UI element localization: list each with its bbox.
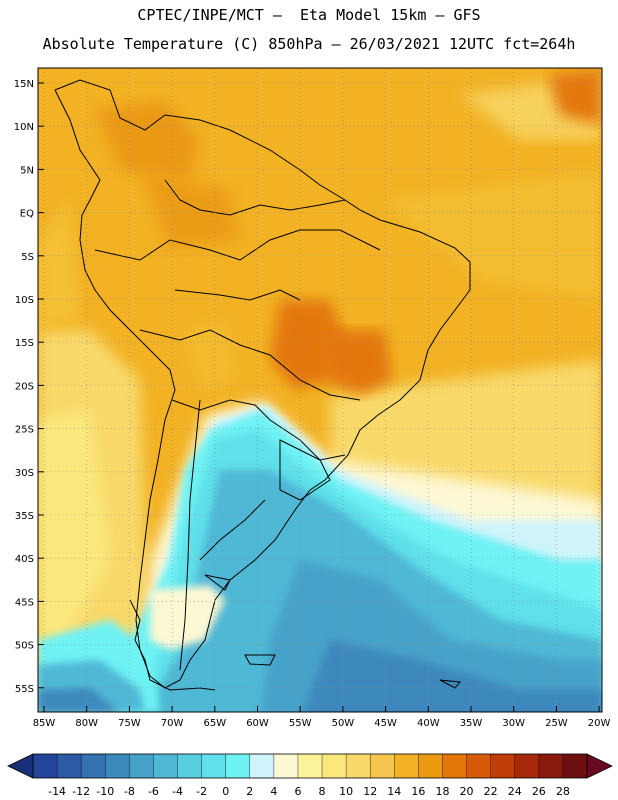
colorbar-swatch [201,754,226,778]
lat-label: 45S [15,597,34,608]
colorbar-label: 4 [270,785,277,798]
colorbar-swatch [562,754,588,778]
colorbar-label: 8 [319,785,326,798]
map-title-line2: Absolute Temperature (C) 850hPa – 26/03/… [42,35,576,53]
colorbar-swatch [129,754,154,778]
colorbar-label: -14 [48,785,66,798]
lon-label: 80W [75,718,98,729]
colorbar-swatch [249,754,275,778]
lon-label: 40W [417,718,440,729]
latitude-labels: 15N 10N 5N EQ 5S 10S 15S 20S 25S 30S 35S 40S 45S 50S 5… [14,79,44,695]
lon-label: 55W [289,718,312,729]
colorbar-label: 14 [387,785,401,798]
colorbar-swatch [466,754,491,778]
lon-label: 30W [502,718,525,729]
colorbar-label: -2 [196,785,207,798]
colorbar-label: 10 [339,785,353,798]
colorbar-label: 24 [508,785,522,798]
lat-label: 15N [14,79,34,90]
colorbar-swatch [490,754,516,778]
lat-label: 25S [15,425,34,436]
lat-label: 15S [15,338,34,349]
colorbar-label: -8 [124,785,135,798]
colorbar-swatch [418,754,443,778]
colorbar-swatch [177,754,202,778]
colorbar-swatch [57,754,82,778]
colorbar-label: -12 [72,785,90,798]
lat-label: EQ [20,209,34,220]
colorbar-label: 12 [363,785,377,798]
colorbar-label: 6 [294,785,301,798]
colorbar-swatch [105,754,130,778]
lat-label: 5S [21,252,34,263]
colorbar-label: 0 [222,785,229,798]
map-grid [38,68,602,712]
colorbar-swatch [153,754,178,778]
map-title-line1: CPTEC/INPE/MCT – Eta Model 15km – GFS [137,6,481,24]
lat-label: 35S [15,511,34,522]
colorbar-swatch [81,754,106,778]
colorbar-arrow-left [7,753,34,779]
colorbar-label: -4 [172,785,183,798]
lat-label: 20S [15,381,34,392]
lat-label: 30S [15,468,34,479]
colorbar-swatch [322,754,347,778]
colorbar-label: 28 [556,785,570,798]
colorbar: -14 -12 -10 -8 -6 -4 -2 0 2 4 6 8 10 12 14 16 18 20 22 24 26… [7,753,613,798]
colorbar-arrow-right [586,753,613,779]
coastlines [54,79,471,691]
lon-label: 85W [33,718,56,729]
lon-label: 75W [118,718,141,729]
colorbar-swatch [394,754,419,778]
lat-label: 40S [15,554,34,565]
lat-label: 55S [15,684,34,695]
colorbar-label: 2 [246,785,253,798]
temperature-field [38,68,602,712]
lat-label: 10N [14,122,34,133]
lon-label: 35W [460,718,483,729]
colorbar-swatch [514,754,540,778]
lon-label: 60W [246,718,269,729]
lon-label: 20W [588,718,611,729]
colorbar-swatch [370,754,395,778]
colorbar-label: 16 [411,785,425,798]
colorbar-label: 20 [460,785,474,798]
colorbar-label: -10 [96,785,114,798]
lon-label: 70W [161,718,184,729]
longitude-labels: 85W 80W 75W 70W 65W 60W 55W 50W 45W 40W 35W 30W 25W 2… [33,706,611,729]
colorbar-swatch [346,754,371,778]
colorbar-label: 22 [484,785,498,798]
colorbar-swatch [297,754,323,778]
lon-label: 65W [203,718,226,729]
colorbar-label: -6 [148,785,159,798]
colorbar-swatch [33,754,58,778]
colorbar-label: 18 [435,785,449,798]
lon-label: 50W [332,718,355,729]
map-frame [37,67,603,713]
colorbar-swatch [273,754,299,778]
lat-label: 50S [15,641,34,652]
colorbar-label: 26 [532,785,546,798]
colorbar-swatch [442,754,467,778]
colorbar-swatch [538,754,564,778]
lon-label: 25W [545,718,568,729]
lon-label: 45W [374,718,397,729]
colorbar-swatch [225,754,251,778]
lat-label: 5N [20,165,34,176]
lat-label: 10S [15,295,34,306]
